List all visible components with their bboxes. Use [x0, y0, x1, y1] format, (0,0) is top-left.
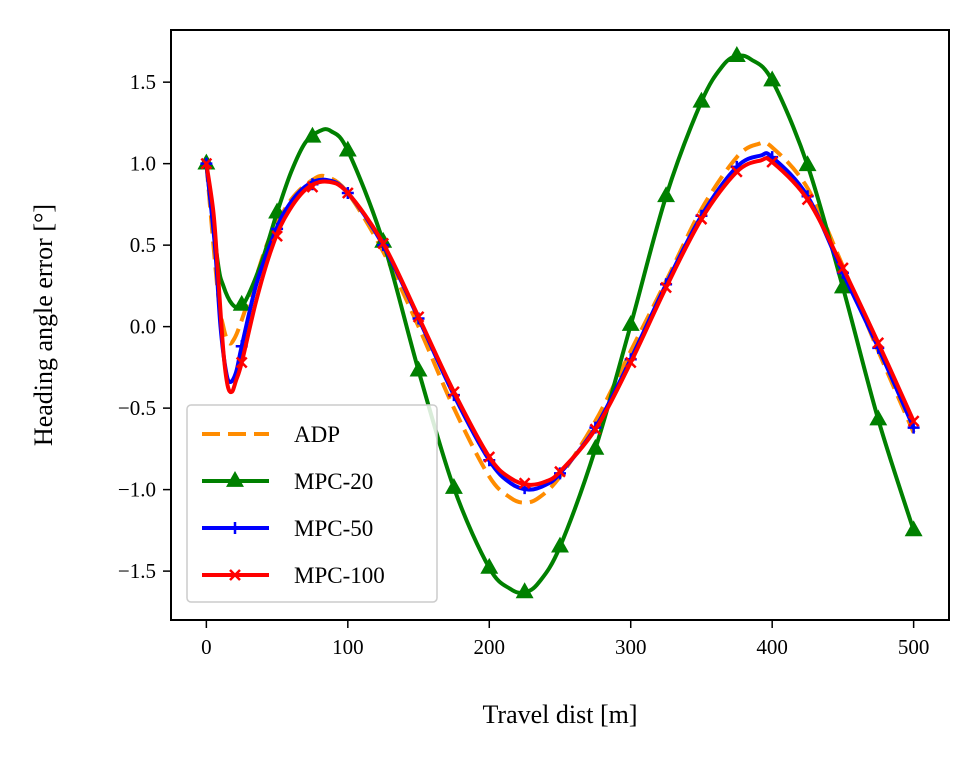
marker-mpc-50 [907, 421, 920, 434]
marker-mpc-100 [695, 213, 708, 225]
legend: ADP MPC-20 MPC-50 MPC-100 [186, 404, 438, 603]
legend-item-mpc-20: MPC-20 [202, 469, 373, 494]
y-tick-label: −0.5 [118, 396, 156, 420]
x-tick-label: 400 [756, 635, 788, 659]
marker-mpc-20 [586, 438, 605, 455]
marker-mpc-100 [412, 310, 425, 323]
y-tick-label: 0.5 [130, 233, 156, 257]
plot-frame [170, 29, 950, 621]
y-tick-label: −1.0 [118, 478, 156, 502]
marker-mpc-20 [657, 186, 676, 203]
marker-mpc-20 [303, 126, 322, 143]
series-adp [204, 140, 916, 505]
legend-label: MPC-50 [294, 516, 373, 541]
marker-mpc-100 [341, 187, 354, 199]
x-tick-label: 0 [201, 635, 212, 659]
x-tick-label: 200 [474, 635, 506, 659]
marker-mpc-100 [483, 451, 496, 463]
x-axis-label: Travel dist [m] [482, 700, 637, 729]
axis-ticks: 0 100 200 300 400 500 −1.5 −1.0 −0.5 0.0 0.5 1.0 1.5 [118, 70, 929, 659]
x-tick-label: 300 [615, 635, 647, 659]
marker-mpc-20 [480, 557, 499, 574]
marker-mpc-20 [692, 91, 711, 108]
plot-content [197, 46, 923, 599]
marker-mpc-100 [801, 193, 814, 206]
marker-mpc-100 [235, 356, 248, 369]
legend-marker [229, 569, 241, 581]
marker-mpc-20 [444, 477, 463, 494]
marker-mpc-20 [798, 155, 817, 172]
legend-marker [229, 522, 241, 534]
marker-mpc-20 [338, 140, 357, 157]
marker-mpc-100 [872, 337, 885, 349]
marker-mpc-100 [589, 423, 602, 436]
marker-mpc-100 [448, 385, 460, 398]
marker-mpc-100 [518, 477, 531, 490]
legend-item-mpc-50: MPC-50 [202, 516, 373, 541]
marker-mpc-100 [306, 181, 319, 193]
y-tick-label: −1.5 [118, 559, 156, 583]
marker-mpc-20 [409, 360, 428, 377]
marker-mpc-20 [763, 70, 782, 87]
marker-mpc-100 [554, 465, 566, 478]
marker-mpc-100 [660, 281, 672, 294]
marker-mpc-100 [624, 356, 637, 369]
x-tick-label: 100 [332, 635, 364, 659]
series-line-mpc-100 [204, 156, 916, 487]
y-tick-label: 1.0 [130, 152, 156, 176]
y-tick-label: 1.5 [130, 70, 156, 94]
series-line-adp [204, 140, 916, 505]
marker-mpc-100 [837, 262, 849, 274]
marker-mpc-20 [621, 314, 640, 331]
legend-label: ADP [294, 422, 340, 447]
legend-box [186, 404, 438, 603]
y-axis-label: Heading angle error [°] [29, 204, 58, 446]
marker-mpc-20 [551, 536, 569, 553]
series-mpc-100 [200, 156, 920, 490]
marker-mpc-20 [515, 582, 534, 599]
marker-mpc-20 [904, 520, 923, 537]
x-tick-label: 500 [898, 635, 930, 659]
marker-mpc-100 [200, 157, 213, 170]
marker-mpc-20 [727, 46, 746, 62]
marker-mpc-100 [730, 165, 743, 178]
marker-mpc-20 [869, 409, 888, 426]
legend-item-mpc-100: MPC-100 [202, 563, 385, 588]
marker-mpc-20 [232, 294, 251, 311]
legend-marker [226, 470, 244, 487]
marker-mpc-100 [907, 415, 920, 428]
marker-mpc-100 [271, 230, 283, 243]
legend-label: MPC-20 [294, 469, 373, 494]
legend-item-adp: ADP [202, 422, 340, 447]
marker-mpc-100 [377, 237, 390, 250]
marker-mpc-100 [766, 156, 779, 168]
y-tick-label: 0.0 [130, 315, 156, 339]
legend-label: MPC-100 [294, 563, 385, 588]
